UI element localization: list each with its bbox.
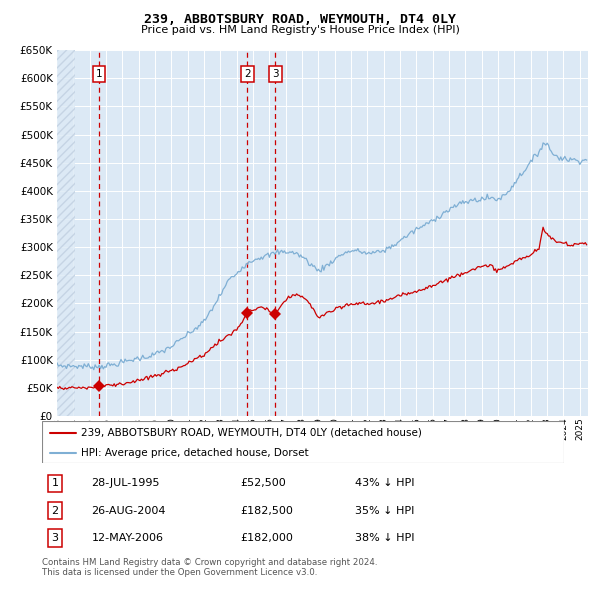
Text: £182,000: £182,000 — [241, 533, 293, 543]
Text: £52,500: £52,500 — [241, 478, 286, 488]
Text: £182,500: £182,500 — [241, 506, 293, 516]
Text: 43% ↓ HPI: 43% ↓ HPI — [355, 478, 415, 488]
Polygon shape — [57, 50, 75, 416]
Text: Price paid vs. HM Land Registry's House Price Index (HPI): Price paid vs. HM Land Registry's House … — [140, 25, 460, 35]
Text: 28-JUL-1995: 28-JUL-1995 — [92, 478, 160, 488]
Text: 12-MAY-2006: 12-MAY-2006 — [92, 533, 164, 543]
Text: 1: 1 — [52, 478, 59, 488]
Text: HPI: Average price, detached house, Dorset: HPI: Average price, detached house, Dors… — [81, 448, 309, 457]
Text: 239, ABBOTSBURY ROAD, WEYMOUTH, DT4 0LY (detached house): 239, ABBOTSBURY ROAD, WEYMOUTH, DT4 0LY … — [81, 428, 422, 438]
Text: This data is licensed under the Open Government Licence v3.0.: This data is licensed under the Open Gov… — [42, 568, 317, 576]
Text: 1: 1 — [95, 69, 102, 79]
Text: 3: 3 — [272, 69, 279, 79]
Text: 38% ↓ HPI: 38% ↓ HPI — [355, 533, 415, 543]
Text: Contains HM Land Registry data © Crown copyright and database right 2024.: Contains HM Land Registry data © Crown c… — [42, 558, 377, 566]
Text: 239, ABBOTSBURY ROAD, WEYMOUTH, DT4 0LY: 239, ABBOTSBURY ROAD, WEYMOUTH, DT4 0LY — [144, 13, 456, 26]
Text: 26-AUG-2004: 26-AUG-2004 — [92, 506, 166, 516]
Text: 2: 2 — [52, 506, 59, 516]
Text: 3: 3 — [52, 533, 59, 543]
Text: 2: 2 — [244, 69, 251, 79]
Text: 35% ↓ HPI: 35% ↓ HPI — [355, 506, 415, 516]
